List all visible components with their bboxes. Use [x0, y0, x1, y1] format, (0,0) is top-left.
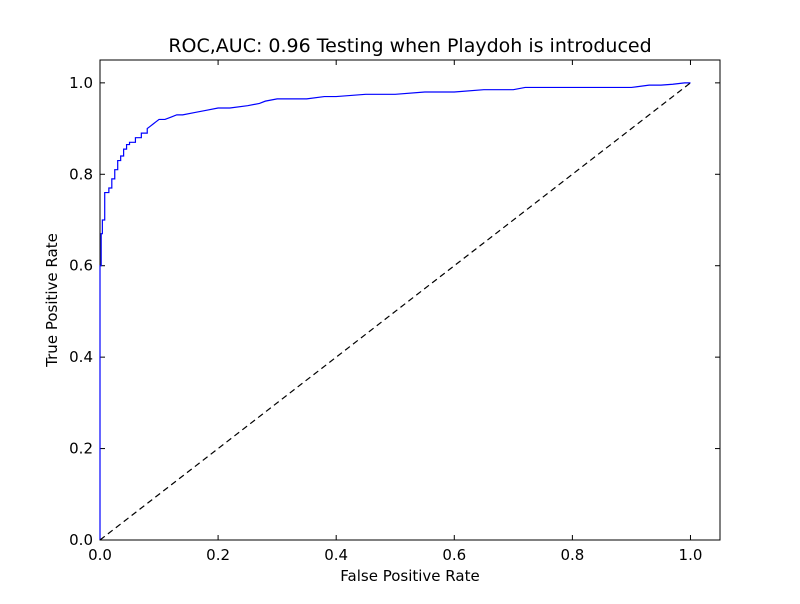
y-tick-label: 0.0 — [69, 531, 93, 549]
roc-curve-line — [99, 82, 691, 540]
y-tick-label: 0.6 — [69, 257, 93, 275]
x-tick-label: 0.2 — [206, 546, 230, 564]
series — [99, 82, 691, 541]
y-ticks: 0.0 0.2 0.4 0.6 0.8 1.0 — [69, 74, 720, 549]
y-tick-label: 1.0 — [69, 74, 93, 92]
chart-title: ROC,AUC: 0.96 Testing when Playdoh is in… — [168, 35, 651, 57]
y-tick-label: 0.8 — [69, 165, 93, 183]
x-tick-label: 0.6 — [442, 546, 466, 564]
x-tick-label: 0.0 — [88, 546, 112, 564]
diagonal-reference-line — [99, 82, 691, 541]
y-tick-label: 0.4 — [69, 348, 93, 366]
x-ticks: 0.0 0.2 0.4 0.6 0.8 1.0 — [88, 60, 702, 564]
y-axis-label: True Positive Rate — [43, 233, 61, 368]
y-tick-label: 0.2 — [69, 440, 93, 458]
x-tick-label: 0.4 — [324, 546, 348, 564]
x-axis-label: False Positive Rate — [340, 567, 479, 585]
x-tick-label: 1.0 — [679, 546, 703, 564]
x-tick-label: 0.8 — [560, 546, 584, 564]
